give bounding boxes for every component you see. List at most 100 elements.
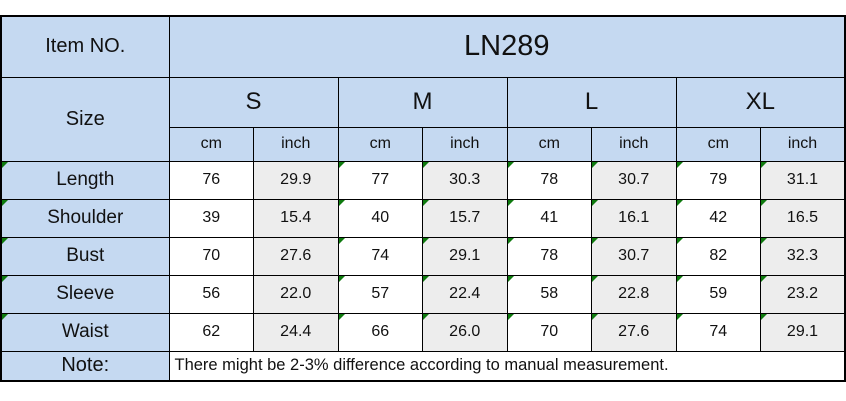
value-text: 26.0	[449, 323, 481, 340]
value-cell: 76	[168, 160, 254, 200]
value-cell: 29.9	[253, 160, 339, 200]
size-header-m: M	[337, 76, 508, 128]
green-corner-flag-icon	[592, 276, 598, 282]
size-label-cell: Size	[0, 76, 170, 162]
value-text: 32.3	[786, 247, 819, 264]
value-text: 30.7	[618, 247, 650, 264]
green-corner-flag-icon	[761, 314, 767, 320]
row-label-text: Waist	[61, 321, 109, 342]
value-text: 30.7	[618, 171, 650, 188]
green-corner-flag-icon	[338, 276, 345, 282]
measurement-row-waist: Waist 62 24.4 66 26.0 70 27.6 74 29.1	[0, 312, 846, 352]
value-text: 22.8	[618, 285, 650, 302]
value-cell: 70	[506, 312, 592, 352]
green-corner-flag-icon	[423, 238, 429, 244]
value-cell: 22.8	[591, 274, 677, 314]
value-text: 74	[371, 247, 390, 264]
row-label-text: Bust	[66, 245, 105, 266]
green-corner-flag-icon	[2, 200, 8, 206]
value-text: 59	[709, 285, 728, 302]
green-corner-flag-icon	[423, 162, 429, 168]
value-cell: 58	[506, 274, 592, 314]
value-cell: 24.4	[253, 312, 339, 352]
value-cell: 79	[675, 160, 761, 200]
value-text: 16.5	[786, 209, 819, 226]
green-corner-flag-icon	[761, 276, 767, 282]
value-cell: 78	[506, 160, 592, 200]
green-corner-flag-icon	[592, 200, 598, 206]
size-chart-table: Item NO. LN289 Size S M L XL cm inch cm …	[0, 15, 846, 382]
green-corner-flag-icon	[761, 162, 767, 168]
note-row: Note: There might be 2-3% difference acc…	[0, 350, 846, 382]
value-text: 16.1	[618, 209, 650, 226]
value-text: 78	[540, 171, 559, 188]
value-cell: 57	[337, 274, 423, 314]
value-text: 78	[540, 247, 559, 264]
row-label-text: Sleeve	[56, 283, 115, 304]
row-label-text: Length	[56, 169, 115, 190]
value-cell: 56	[168, 274, 254, 314]
value-cell: 40	[337, 198, 423, 238]
green-corner-flag-icon	[761, 200, 767, 206]
green-corner-flag-icon	[592, 238, 598, 244]
value-cell: 15.4	[253, 198, 339, 238]
green-corner-flag-icon	[423, 314, 429, 320]
value-text: 30.3	[449, 171, 481, 188]
unit-header-m-cm: cm	[337, 126, 423, 162]
row-label-bust: Bust	[0, 236, 170, 276]
size-header-l: L	[506, 76, 677, 128]
green-corner-flag-icon	[592, 162, 598, 168]
value-cell: 27.6	[591, 312, 677, 352]
green-corner-flag-icon	[507, 200, 514, 206]
value-cell: 32.3	[760, 236, 846, 276]
size-header-xl: XL	[675, 76, 846, 128]
value-cell: 15.7	[422, 198, 508, 238]
unit-header-s-inch: inch	[253, 126, 339, 162]
item-no-value-cell: LN289	[168, 15, 846, 78]
green-corner-flag-icon	[507, 276, 514, 282]
value-cell: 22.4	[422, 274, 508, 314]
green-corner-flag-icon	[507, 314, 514, 320]
green-corner-flag-icon	[423, 276, 429, 282]
value-cell: 30.7	[591, 236, 677, 276]
value-cell: 82	[675, 236, 761, 276]
row-label-text: Shoulder	[47, 207, 124, 228]
green-corner-flag-icon	[2, 276, 8, 282]
value-text: 79	[709, 171, 728, 188]
value-cell: 30.7	[591, 160, 677, 200]
value-cell: 77	[337, 160, 423, 200]
unit-header-m-inch: inch	[422, 126, 508, 162]
value-cell: 41	[506, 198, 592, 238]
value-text: 41	[540, 209, 559, 226]
value-cell: 70	[168, 236, 254, 276]
green-corner-flag-icon	[2, 314, 8, 320]
value-cell: 22.0	[253, 274, 339, 314]
value-cell: 62	[168, 312, 254, 352]
note-text-cell: There might be 2-3% difference according…	[168, 350, 846, 382]
value-text: 74	[709, 323, 728, 340]
value-cell: 16.1	[591, 198, 677, 238]
value-text: 58	[540, 285, 559, 302]
unit-header-l-inch: inch	[591, 126, 677, 162]
value-cell: 78	[506, 236, 592, 276]
row-label-sleeve: Sleeve	[0, 274, 170, 314]
green-corner-flag-icon	[2, 162, 8, 168]
row-label-shoulder: Shoulder	[0, 198, 170, 238]
value-text: 31.1	[786, 171, 819, 188]
row-label-waist: Waist	[0, 312, 170, 352]
value-text: 22.4	[449, 285, 481, 302]
green-corner-flag-icon	[423, 200, 429, 206]
value-cell: 26.0	[422, 312, 508, 352]
value-cell: 29.1	[760, 312, 846, 352]
value-text: 23.2	[786, 285, 819, 302]
value-cell: 31.1	[760, 160, 846, 200]
unit-header-row: cm inch cm inch cm inch cm inch	[1, 126, 846, 162]
green-corner-flag-icon	[2, 238, 8, 244]
value-cell: 16.5	[760, 198, 846, 238]
green-corner-flag-icon	[592, 314, 598, 320]
value-cell: 42	[675, 198, 761, 238]
value-cell: 29.1	[422, 236, 508, 276]
green-corner-flag-icon	[507, 162, 514, 168]
value-text: 70	[540, 323, 559, 340]
value-cell: 30.3	[422, 160, 508, 200]
